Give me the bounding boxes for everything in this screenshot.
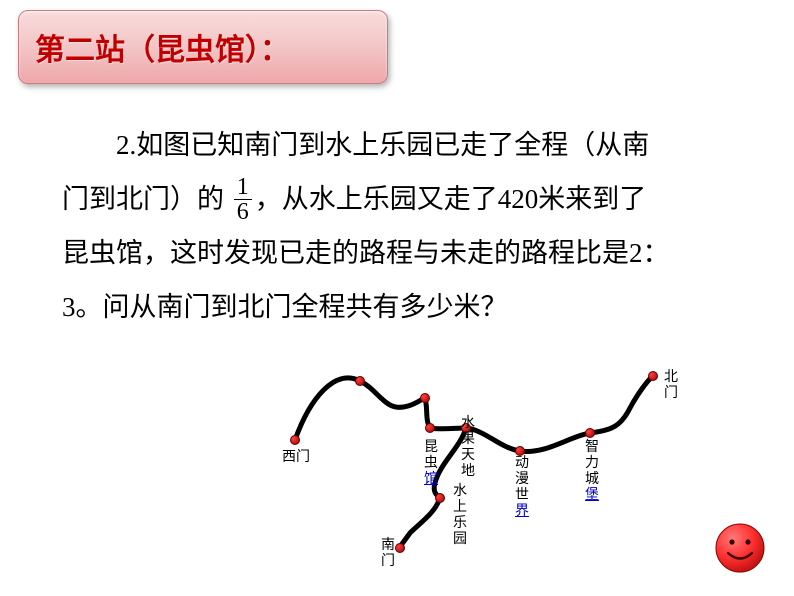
- map-label-south: 南门: [380, 538, 396, 570]
- map-node-p1: [355, 376, 365, 386]
- problem-line2b: ，从水上乐园又走了420米来到了: [255, 184, 647, 214]
- map-node-insect: [425, 423, 435, 433]
- problem-text: 2.如图已知南门到水上乐园已走了全程（从南 门到北门）的 1 6 ，从水上乐园又…: [62, 118, 742, 334]
- map-node-south: [395, 543, 405, 553]
- map-label-west: 西门: [282, 450, 310, 466]
- station-title: 第二站（昆虫馆）：: [35, 25, 290, 69]
- map-label-link-insect[interactable]: 馆: [423, 472, 439, 488]
- problem-line1: 如图已知南门到水上乐园已走了全程（从南: [136, 130, 649, 160]
- problem-line3: 昆虫馆，这时发现已走的路程与未走的路程比是2：: [62, 238, 670, 268]
- problem-line2a: 门到北门）的: [62, 184, 224, 214]
- problem-line4: 3。问从南门到北门全程共有多少米？: [62, 292, 508, 322]
- fraction-denominator: 6: [234, 199, 252, 224]
- map-label-north: 北门: [663, 370, 679, 402]
- smiley-icon: [714, 522, 766, 574]
- map-node-castle: [585, 428, 595, 438]
- map-label-water: 水上乐园: [452, 484, 468, 548]
- map-label-anime: 动漫世界: [514, 456, 530, 520]
- park-map: 西门 昆虫馆 水果天地动漫世界 智力城堡 北门水上乐园南门: [260, 358, 690, 578]
- map-label-insect: 昆虫馆: [423, 440, 439, 488]
- map-node-anime: [515, 446, 525, 456]
- map-node-p2: [420, 393, 430, 403]
- map-label-link-castle[interactable]: 堡: [584, 488, 600, 504]
- map-label-castle: 智力城堡: [584, 440, 600, 504]
- map-node-west: [290, 435, 300, 445]
- station-title-box: 第二站（昆虫馆）：: [18, 10, 388, 84]
- problem-number: 2.: [116, 130, 136, 160]
- map-label-fruit: 水果天地: [460, 416, 476, 480]
- map-node-water: [435, 493, 445, 503]
- fraction: 1 6: [234, 175, 252, 224]
- fraction-numerator: 1: [234, 175, 252, 199]
- map-node-north: [648, 371, 658, 381]
- map-label-link-anime[interactable]: 界: [514, 504, 530, 520]
